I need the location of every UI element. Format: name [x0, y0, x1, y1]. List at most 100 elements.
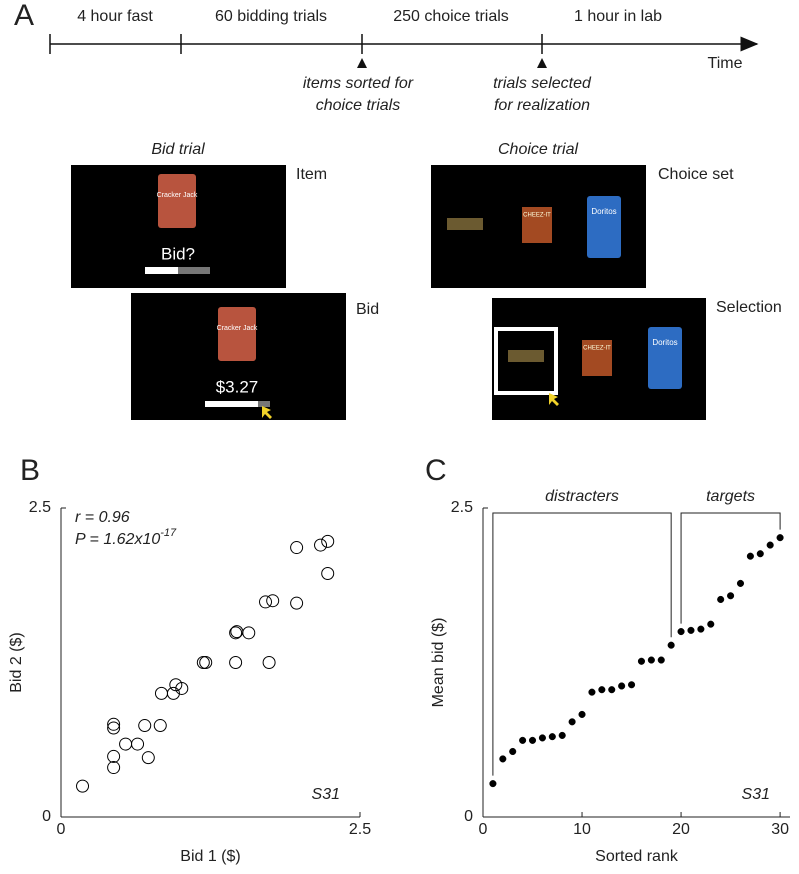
point: [262, 656, 276, 669]
product-package: [522, 207, 552, 243]
selection-box: [494, 327, 558, 395]
annotation-text: r = 0.96: [75, 509, 130, 526]
product-package: [587, 196, 621, 258]
point: [736, 579, 745, 587]
point: [727, 592, 735, 600]
product-package: [582, 340, 612, 376]
point: [558, 731, 566, 739]
point: [637, 657, 646, 665]
y-tick-label: 2.5: [29, 499, 51, 516]
point: [499, 755, 507, 763]
point: [107, 717, 121, 731]
bid-amount: $3.27: [216, 377, 259, 396]
x-tick-label: 30: [771, 821, 789, 838]
point: [175, 681, 189, 695]
annotation-text: P = 1.62x10: [75, 531, 160, 548]
bracket: [680, 512, 781, 624]
annotation: r = 0.96: [75, 509, 130, 526]
point: [746, 552, 754, 560]
product-name: Cracker Jack: [217, 325, 258, 332]
point: [519, 736, 527, 744]
bracket: [492, 512, 672, 776]
point: [538, 734, 546, 742]
bid-bar: [205, 401, 258, 407]
panel-label: B: [20, 454, 40, 487]
x-tick-label: 20: [672, 821, 690, 838]
screen-label: Choice set: [658, 166, 734, 183]
point: [677, 628, 685, 636]
y-tick-label: 2.5: [451, 499, 473, 516]
point: [578, 710, 586, 718]
product-package: [447, 218, 483, 230]
x-axis-label: Bid 1 ($): [180, 848, 240, 865]
x-tick-label: 0: [57, 821, 66, 838]
point: [509, 747, 517, 756]
cursor: [549, 393, 559, 406]
product-name: Cracker Jack: [157, 192, 198, 199]
annotation: P = 1.62x10-17: [75, 527, 177, 548]
y-tick-label: 0: [464, 808, 473, 825]
point: [131, 737, 145, 751]
point: [138, 719, 152, 733]
point: [627, 681, 636, 689]
screen-title: Bid trial: [151, 141, 205, 158]
product-name: Doritos: [652, 338, 677, 347]
product-name: CHEEZ-IT: [583, 346, 611, 352]
point: [119, 737, 133, 751]
screen-title: Choice trial: [498, 141, 578, 158]
point: [321, 567, 335, 581]
segment-label: 250 choice trials: [393, 8, 509, 25]
point: [489, 780, 497, 788]
marker-note: choice trials: [316, 97, 400, 114]
point: [229, 656, 243, 669]
point: [687, 626, 695, 634]
screen-label: Selection: [716, 299, 782, 316]
bracket-label: targets: [706, 488, 755, 505]
y-tick-label: 0: [42, 808, 51, 825]
panel-label: C: [425, 454, 447, 487]
point: [647, 656, 655, 664]
point: [321, 534, 335, 548]
bid-bar: [145, 267, 178, 274]
segment-label: 1 hour in lab: [574, 8, 662, 25]
point: [588, 688, 596, 696]
point: [657, 656, 665, 664]
point: [199, 656, 213, 669]
product-name: Doritos: [591, 207, 616, 216]
product-package: [158, 174, 196, 228]
point: [568, 718, 576, 726]
point: [154, 686, 168, 700]
marker-triangle: [357, 58, 547, 68]
point: [290, 541, 304, 555]
point: [259, 595, 273, 609]
axis-label: Time: [708, 55, 743, 72]
segment-label: 4 hour fast: [77, 8, 153, 25]
segment-label: 60 bidding trials: [215, 8, 327, 25]
x-tick-label: 0: [479, 821, 488, 838]
point: [707, 620, 715, 628]
marker-note: trials selected: [493, 75, 592, 92]
point: [766, 541, 774, 549]
panel-label: A: [14, 0, 34, 32]
x-axis-label: Sorted rank: [595, 848, 679, 865]
subject-label: S31: [312, 786, 340, 803]
point: [756, 550, 764, 558]
cursor: [262, 406, 272, 419]
screen-label: Item: [296, 166, 327, 183]
product-package: [508, 350, 544, 362]
product-package: [218, 307, 256, 361]
point: [776, 534, 784, 542]
product-package: [648, 327, 682, 389]
bid-bar-rest: [258, 401, 270, 407]
bracket-label: distracters: [545, 488, 619, 505]
point: [528, 736, 537, 744]
point: [608, 686, 616, 694]
bid-prompt: Bid?: [161, 244, 195, 263]
point: [107, 761, 121, 775]
screen-label: Bid: [356, 301, 379, 318]
point: [697, 625, 705, 633]
point: [598, 686, 606, 694]
point: [107, 721, 121, 735]
point: [153, 719, 167, 733]
